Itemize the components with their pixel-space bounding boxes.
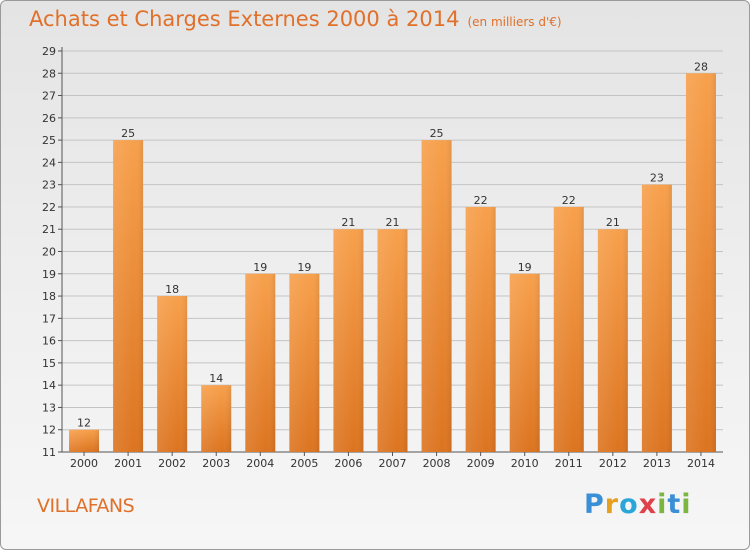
logo-letter: x xyxy=(638,489,658,520)
place-name: VILLAFANS xyxy=(37,495,135,517)
y-tick-label: 22 xyxy=(42,201,56,214)
x-tick-label: 2009 xyxy=(467,457,495,470)
bar-shade xyxy=(289,273,320,452)
logo-letter: t xyxy=(667,489,682,520)
bar-shade xyxy=(597,229,628,452)
y-tick-label: 14 xyxy=(42,379,56,392)
x-tick-label: 2000 xyxy=(70,457,98,470)
y-tick-label: 11 xyxy=(42,446,56,459)
logo-letter: i xyxy=(681,489,692,520)
logo-letter: r xyxy=(604,489,620,520)
data-label: 22 xyxy=(562,194,576,207)
proxiti-logo: Proxiti xyxy=(584,489,692,520)
y-tick-label: 13 xyxy=(42,401,56,414)
bar-shade xyxy=(421,140,452,452)
x-tick-label: 2013 xyxy=(643,457,671,470)
bar-shade xyxy=(641,184,672,452)
data-label: 12 xyxy=(77,417,91,430)
logo-letter: o xyxy=(619,489,639,520)
y-tick-labels: 11 12 13 14 15 16 17 18 19 20 21 22 23 24 25 26 27 28 29 xyxy=(42,45,56,459)
logo-letter: P xyxy=(584,489,605,520)
x-tick-label: 2004 xyxy=(246,457,274,470)
data-label: 23 xyxy=(650,172,664,185)
x-tick-label: 2002 xyxy=(158,457,186,470)
x-tick-label: 2011 xyxy=(555,457,583,470)
data-label: 21 xyxy=(386,216,400,229)
data-label: 19 xyxy=(518,261,532,274)
data-label: 18 xyxy=(165,283,179,296)
data-label: 25 xyxy=(121,127,135,140)
y-tick-label: 29 xyxy=(42,45,56,58)
x-tick-label: 2007 xyxy=(379,457,407,470)
bars xyxy=(69,73,716,453)
x-tick-label: 2008 xyxy=(423,457,451,470)
chart-title: Achats et Charges Externes 2000 à 2014 (e… xyxy=(29,7,562,31)
y-tick-label: 21 xyxy=(42,223,56,236)
y-tick-label: 27 xyxy=(42,90,56,103)
x-tick-label: 2006 xyxy=(334,457,362,470)
x-tick-label: 2001 xyxy=(114,457,142,470)
bar-shade xyxy=(377,229,408,452)
bar-shade xyxy=(157,296,188,452)
bar-shade xyxy=(333,229,364,452)
data-label: 25 xyxy=(430,127,444,140)
data-labels: 12 25 18 14 19 19 21 21 25 22 19 22 21 23 28 xyxy=(77,60,708,429)
bar-shade xyxy=(201,385,232,452)
y-tick-label: 24 xyxy=(42,156,56,169)
y-tick-label: 17 xyxy=(42,312,56,325)
data-label: 28 xyxy=(694,60,708,73)
bar-shade xyxy=(69,429,100,452)
data-label: 19 xyxy=(297,261,311,274)
x-tick-label: 2014 xyxy=(687,457,715,470)
x-tick-label: 2010 xyxy=(511,457,539,470)
y-tick-label: 16 xyxy=(42,335,56,348)
y-tick-label: 15 xyxy=(42,357,56,370)
bar-shade xyxy=(553,206,584,452)
y-tick-label: 19 xyxy=(42,268,56,281)
y-tick-label: 26 xyxy=(42,112,56,125)
bar-shade xyxy=(245,273,276,452)
y-tick-label: 12 xyxy=(42,424,56,437)
x-tick-label: 2005 xyxy=(290,457,318,470)
data-label: 22 xyxy=(474,194,488,207)
y-tick-label: 28 xyxy=(42,67,56,80)
unit-note: (en milliers d'€) xyxy=(467,15,562,29)
bar-shade xyxy=(465,206,496,452)
y-tick-label: 20 xyxy=(42,246,56,259)
y-tick-label: 18 xyxy=(42,290,56,303)
y-tick-label: 25 xyxy=(42,134,56,147)
x-tick-label: 2012 xyxy=(599,457,627,470)
data-label: 14 xyxy=(209,372,223,385)
bar-shade xyxy=(685,73,716,453)
bar-shade xyxy=(113,140,144,452)
bar-shade xyxy=(509,273,540,452)
logo-letter: i xyxy=(657,489,668,520)
x-tick-label: 2003 xyxy=(202,457,230,470)
x-tick-labels: 2000 2001 2002 2003 2004 2005 2006 2007 2008 2009… xyxy=(70,452,715,470)
data-label: 19 xyxy=(253,261,267,274)
data-label: 21 xyxy=(341,216,355,229)
data-label: 21 xyxy=(606,216,620,229)
y-tick-label: 23 xyxy=(42,179,56,192)
